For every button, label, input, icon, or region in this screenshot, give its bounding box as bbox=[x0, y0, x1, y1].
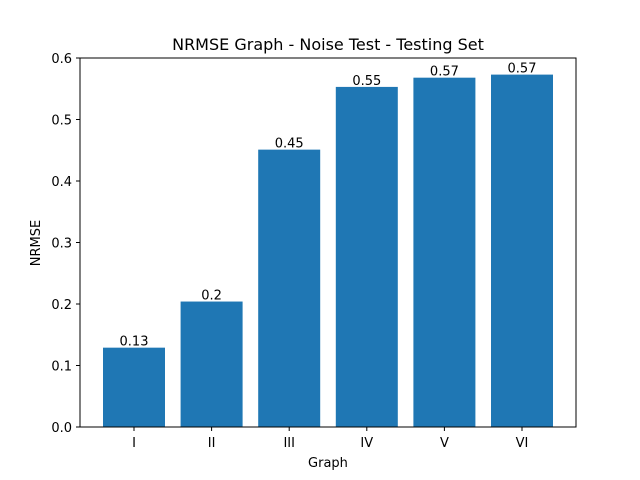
bars-group bbox=[103, 74, 553, 428]
bar-IV bbox=[335, 86, 398, 427]
x-tick-label-II: II bbox=[208, 436, 216, 451]
x-axis-ticks: I II III IV V VI bbox=[132, 427, 528, 451]
data-label-I: 0.13 bbox=[120, 335, 149, 350]
bar-III bbox=[258, 149, 321, 427]
data-label-V: 0.57 bbox=[430, 65, 459, 80]
y-tick-label: 0.0 bbox=[51, 421, 72, 436]
data-label-IV: 0.55 bbox=[352, 74, 381, 89]
y-tick-label: 0.5 bbox=[51, 114, 72, 129]
data-label-II: 0.2 bbox=[201, 289, 222, 304]
y-tick-label: 0.6 bbox=[51, 52, 72, 67]
y-axis-label: NRMSE bbox=[29, 220, 44, 266]
plot-frame bbox=[79, 57, 577, 428]
bar-V bbox=[413, 77, 476, 428]
x-tick-label-III: III bbox=[283, 436, 295, 451]
y-tick-label: 0.3 bbox=[51, 237, 72, 252]
x-tick-label-V: V bbox=[440, 436, 449, 451]
y-tick-label: 0.1 bbox=[51, 360, 72, 375]
bar-VI bbox=[491, 74, 553, 427]
y-tick-label: 0.4 bbox=[51, 175, 72, 190]
bar-II bbox=[180, 301, 243, 427]
data-labels-group: 0.13 0.2 0.45 0.55 0.57 0.57 bbox=[120, 62, 537, 350]
x-axis-label: Graph bbox=[308, 456, 348, 471]
x-tick-label-VI: VI bbox=[516, 436, 529, 451]
data-label-III: 0.45 bbox=[275, 137, 304, 152]
x-tick-label-I: I bbox=[132, 436, 136, 451]
x-tick-label-IV: IV bbox=[360, 436, 373, 451]
y-axis-ticks: 0.0 0.1 0.2 0.3 0.4 0.5 0.6 bbox=[51, 52, 80, 436]
chart-title: NRMSE Graph - Noise Test - Testing Set bbox=[172, 35, 484, 54]
data-label-VI: 0.57 bbox=[508, 62, 537, 77]
bar-I bbox=[103, 347, 165, 427]
y-tick-label: 0.2 bbox=[51, 298, 72, 313]
